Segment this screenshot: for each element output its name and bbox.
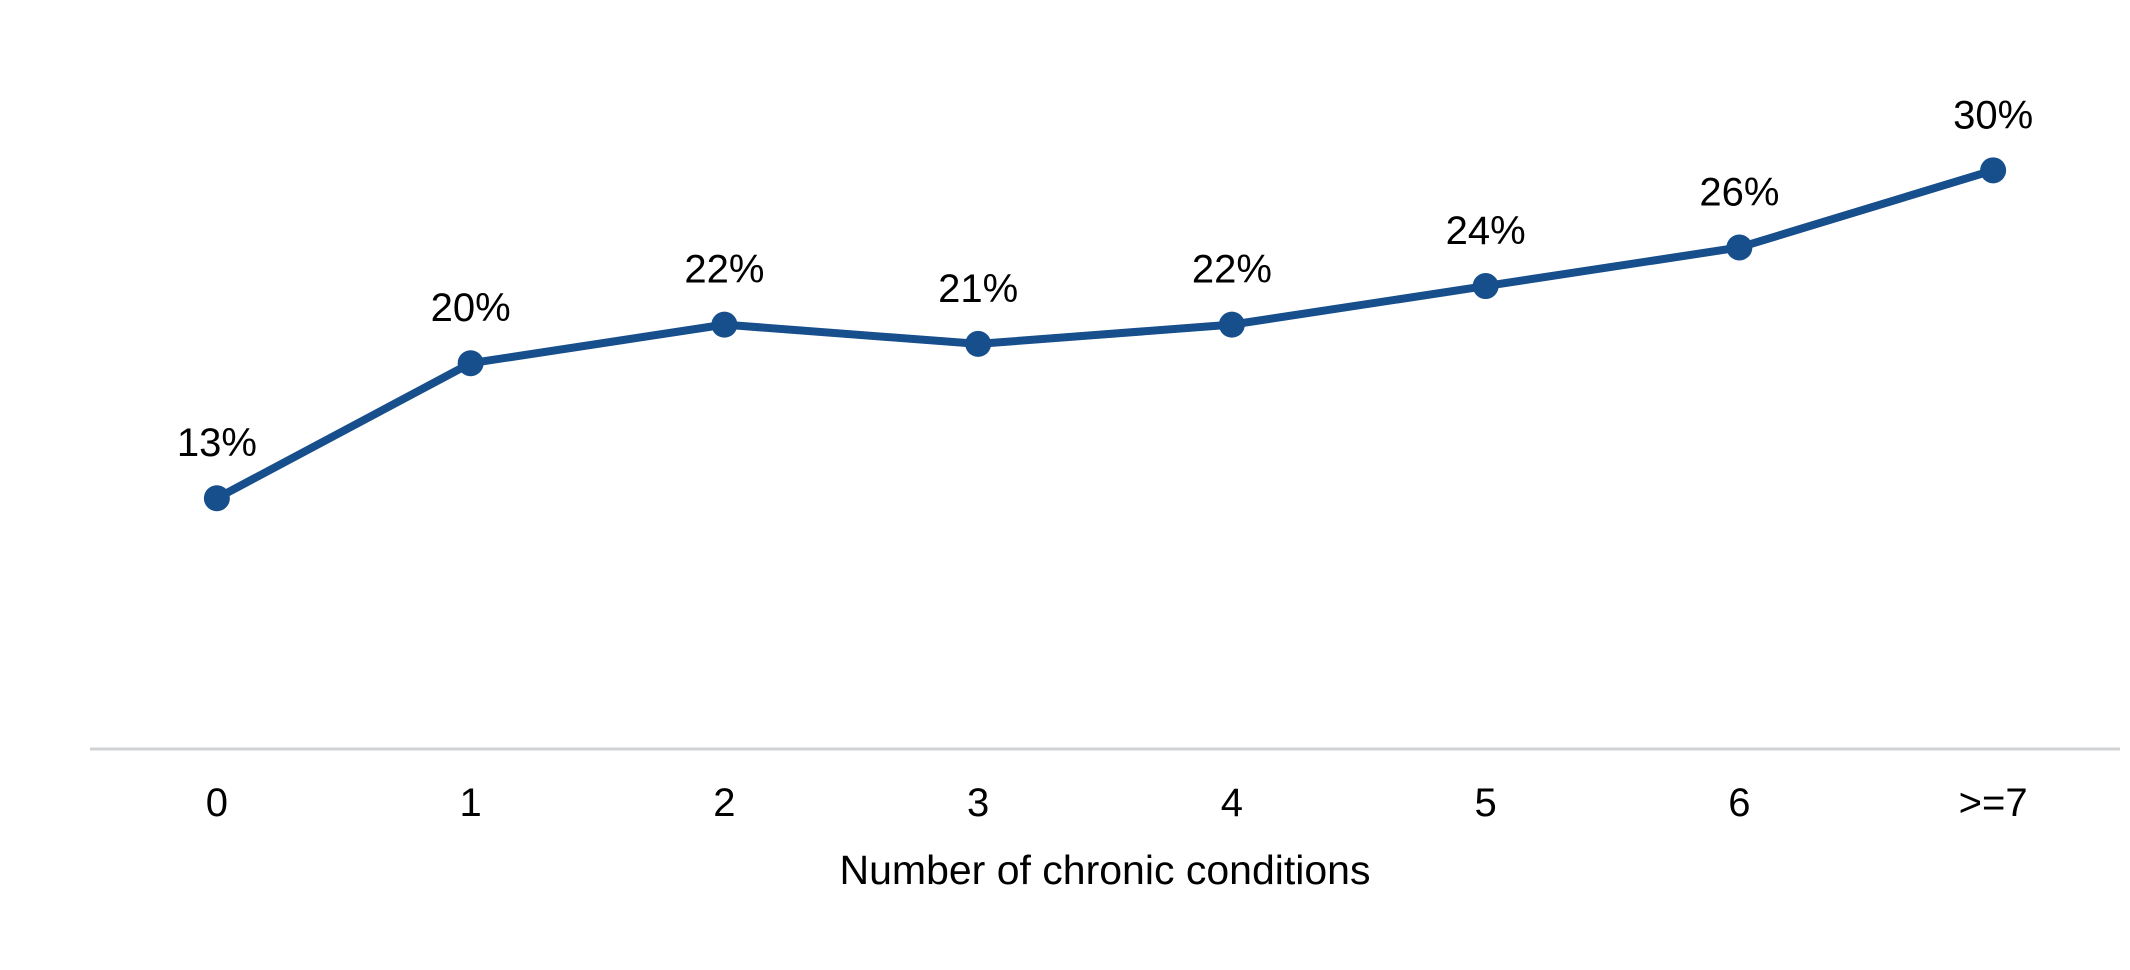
x-tick-label: 5 <box>1475 781 1497 825</box>
series-line <box>212 166 1998 503</box>
chart-canvas: 13% 0 20% 1 22% 2 21% 3 22% 4 24% 5 26% 6 30% >=7 Number… <box>90 93 2120 893</box>
x-tick-label: >=7 <box>1959 781 2028 825</box>
data-point-marker <box>1218 311 1245 338</box>
x-axis-title: Number of chronic conditions <box>840 847 1371 893</box>
x-tick-label: 6 <box>1728 781 1750 825</box>
line-chart: 13% 0 20% 1 22% 2 21% 3 22% 4 24% 5 26% 6 30% >=7 Number… <box>40 16 2130 954</box>
x-tick-label: 4 <box>1221 781 1243 825</box>
data-label: 20% <box>431 286 511 330</box>
data-label: 24% <box>1446 209 1526 253</box>
data-point-marker <box>203 485 230 512</box>
data-label: 22% <box>1192 248 1272 292</box>
data-label: 26% <box>1699 170 1779 214</box>
x-tick-label: 0 <box>206 781 228 825</box>
x-tick-label: 3 <box>967 781 989 825</box>
data-point-marker <box>457 350 484 377</box>
data-point-marker <box>1726 234 1753 261</box>
data-point-marker <box>1472 273 1499 300</box>
data-label: 22% <box>684 248 764 292</box>
data-point-marker <box>711 311 738 338</box>
x-tick-label: 2 <box>713 781 735 825</box>
data-label: 21% <box>938 267 1018 311</box>
data-label: 13% <box>177 421 257 465</box>
data-point-marker <box>1980 157 2007 184</box>
data-label: 30% <box>1953 93 2033 137</box>
x-tick-label: 1 <box>460 781 482 825</box>
data-point-marker <box>965 330 992 357</box>
